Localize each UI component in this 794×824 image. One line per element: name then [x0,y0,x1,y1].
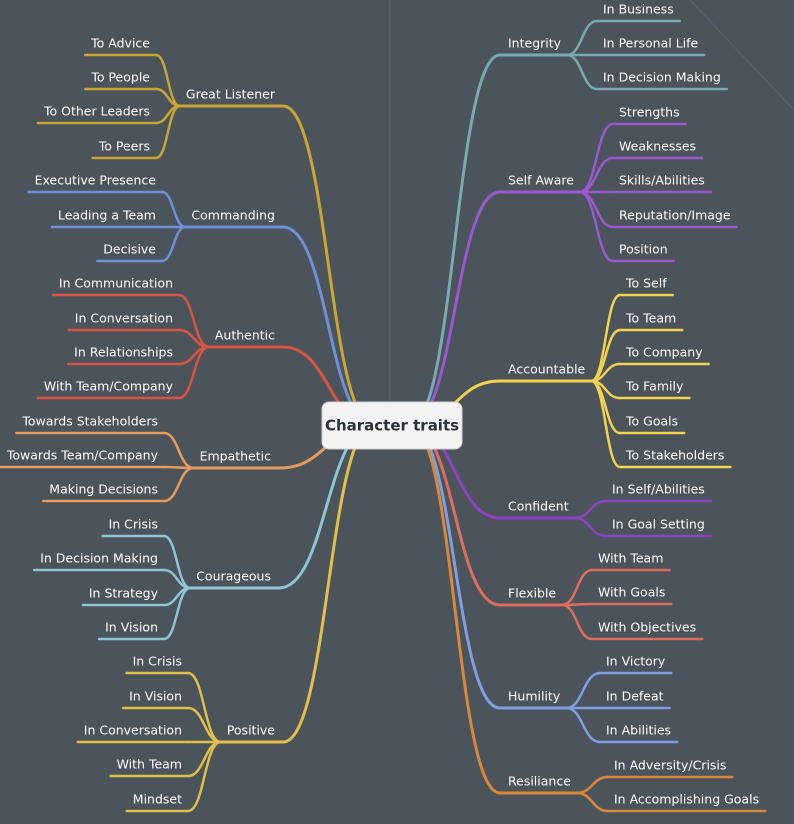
leaf-label: In Crisis [133,654,182,669]
connector [560,568,594,607]
branch-label: Empathetic [200,449,272,464]
connector [578,190,615,263]
leaf-label: In Defeat [606,689,664,704]
root-label: Character traits [325,417,459,435]
leaf-label: Position [619,242,668,257]
branch-label: Confident [508,499,569,514]
leaf-label: Reputation/Image [619,208,731,223]
leaf-label: In Accomplishing Goals [614,792,759,807]
connector [408,423,502,710]
branch-label: Self Aware [508,173,574,188]
leaf-label: To Stakeholders [625,448,724,463]
branch-label: Great Listener [186,87,276,102]
leaf-label: In Business [603,2,674,17]
divider [689,0,794,111]
connector [575,791,610,813]
connector [573,516,608,538]
connector [575,775,610,795]
leaf-label: In Self/Abilities [612,482,705,497]
connector [281,104,376,427]
connector [162,431,195,470]
connector [408,190,502,427]
leaf-label: In Abilities [606,723,671,738]
connectors [0,19,767,813]
leaf-label: To Self [625,276,667,291]
root-box [321,401,463,450]
leaf-label: With Team [598,551,663,566]
leaf-label: Decisive [103,242,156,257]
leaf-label: Towards Team/Company [6,448,159,463]
leaf-label: Weaknesses [619,139,696,154]
leaf-label: To Other Leaders [43,104,150,119]
leaf-label: In Vision [105,620,158,635]
leaf-label: In Conversation [75,311,173,326]
leaf-label: Executive Presence [35,173,157,188]
connector [186,671,223,744]
connector [160,225,187,263]
leaf-label: With Team/Company [44,379,174,394]
leaf-label: In Crisis [109,517,158,532]
leaf-label: To Company [625,345,703,360]
leaf-label: Leading a Team [58,208,156,223]
connector [565,19,599,57]
connector [162,586,192,641]
leaf-label: In Relationships [74,345,173,360]
connector [177,345,211,400]
leaf-label: In Personal Life [603,36,699,51]
leaf-label: Towards Stakeholders [21,414,158,429]
leaf-label: In Decision Making [603,70,721,85]
leaf-label: With Objectives [598,620,696,635]
connector [281,423,376,744]
leaf-label: To Peers [98,139,150,154]
connector [589,293,622,383]
leaf-label: In Goal Setting [612,517,705,532]
connector [186,740,223,813]
labels: Integrity In Business In Personal Life In D… [6,2,759,807]
connector [564,706,602,744]
connector [408,423,502,795]
leaf-label: In Decision Making [40,551,158,566]
leaf-label: With Goals [598,585,665,600]
branch-label: Flexible [508,586,556,601]
branch-label: Integrity [508,36,562,51]
leaf-label: In Strategy [89,586,159,601]
leaf-label: To People [90,70,150,85]
connector [564,671,602,710]
branch-label: Resiliance [508,774,571,789]
leaf-label: Skills/Abilities [619,173,705,188]
leaf-label: Strengths [619,105,680,120]
connector [160,190,187,229]
leaf-label: Mindset [133,792,182,807]
root-node: Character traits [321,401,463,450]
leaf-label: In Adversity/Crisis [614,758,726,773]
branch-label: Commanding [191,208,275,223]
connector [565,53,599,91]
leaf-label: To Team [625,311,676,326]
branch-label: Accountable [508,362,586,377]
branch-label: Positive [227,723,275,738]
branch-label: Courageous [196,569,271,584]
connector [560,603,594,641]
leaf-label: In Conversation [84,723,182,738]
leaf-label: To Family [625,379,684,394]
connector [408,53,502,427]
leaf-label: With Team [117,757,182,772]
connector [154,104,182,160]
leaf-label: To Goals [625,414,678,429]
branch-label: Humility [508,689,561,704]
leaf-label: Making Decisions [49,482,158,497]
leaf-label: In Communication [59,276,173,291]
leaf-label: To Advice [90,36,150,51]
connector [589,379,622,469]
leaf-label: In Vision [129,689,182,704]
connector [186,706,223,744]
branch-label: Authentic [215,328,275,343]
connector [162,466,195,503]
connector [186,740,223,778]
connector [573,499,608,520]
leaf-label: In Victory [606,654,666,669]
